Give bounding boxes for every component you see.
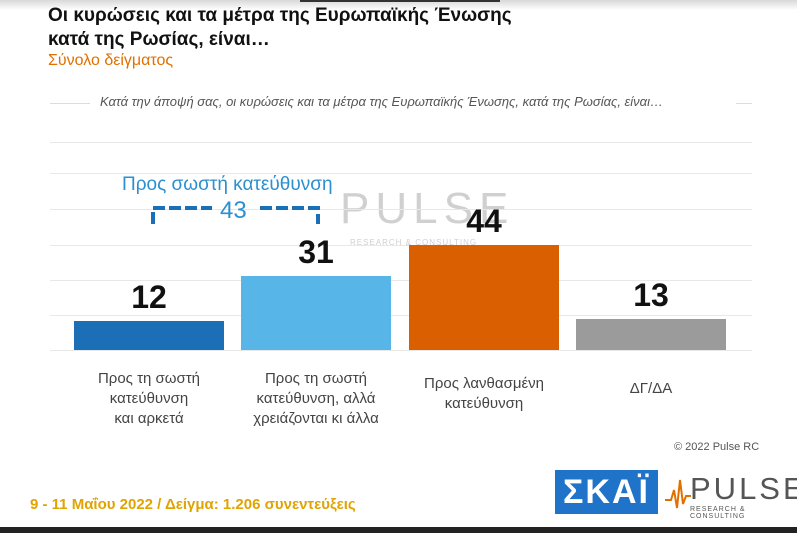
bottom-bar	[0, 527, 797, 533]
category-label: ΔΓ/ΔΑ	[566, 379, 736, 399]
pulse-logo-sub: RESEARCH & CONSULTING	[690, 506, 746, 520]
category-label-line: ΔΓ/ΔΑ	[629, 380, 673, 397]
bracket-label: Προς σωστή κατεύθυνση	[122, 174, 333, 195]
gridline	[50, 142, 752, 143]
bar	[576, 318, 726, 350]
skai-logo: ΣΚΑΪ	[555, 470, 658, 514]
chart-title: Οι κυρώσεις και τα μέτρα της Ευρωπαϊκής …	[48, 4, 528, 52]
gridline	[50, 245, 752, 246]
gridline	[50, 315, 752, 316]
bar-value-label: 12	[131, 279, 167, 316]
bar	[74, 321, 224, 350]
bar-value-label: 31	[298, 234, 334, 271]
category-label-line: κατεύθυνση	[444, 395, 524, 412]
category-label-line: και αρκετά	[114, 410, 184, 427]
pulse-logo: PULSE	[690, 471, 797, 506]
bar	[241, 276, 391, 350]
category-label-line: κατεύθυνση	[109, 390, 189, 407]
bar	[409, 245, 559, 350]
category-label: Προς τη σωστή κατεύθυνση και αρκετά	[64, 369, 234, 429]
gridline	[50, 280, 752, 281]
pulse-logo-wave-icon	[665, 479, 691, 509]
pulse-watermark: PULSE	[340, 184, 515, 233]
top-shadow-bar	[0, 0, 797, 10]
survey-info: 9 - 11 Μαΐου 2022 / Δείγμα: 1.206 συνεντ…	[30, 496, 356, 513]
category-label-line: Προς τη σωστή	[97, 370, 201, 387]
question-line-right	[736, 103, 752, 104]
chart-subtitle: Σύνολο δείγματος	[48, 52, 174, 69]
category-label-line: Προς τη σωστή	[264, 370, 368, 387]
chart-title-text: Οι κυρώσεις και τα μέτρα της Ευρωπαϊκής …	[48, 5, 512, 50]
category-label-line: χρειάζονται κι άλλα	[253, 410, 379, 427]
question-text: Κατά την άποψή σας, οι κυρώσεις και τα μ…	[100, 94, 663, 109]
bar-value-label: 13	[633, 276, 669, 313]
copyright: © 2022 Pulse RC	[674, 441, 760, 453]
category-label: Προς λανθασμένη κατεύθυνση	[399, 374, 569, 414]
gridline	[50, 350, 752, 351]
top-divider	[300, 0, 500, 2]
bar-value-label: 44	[466, 203, 502, 239]
bracket-value: 43	[220, 197, 247, 224]
question-line-left	[50, 103, 90, 104]
bracket-shape	[151, 206, 320, 224]
gridline	[50, 209, 752, 210]
gridline	[50, 173, 752, 174]
pulse-watermark-sub: RESEARCH & CONSULTING	[350, 238, 478, 247]
category-label: Προς τη σωστή κατεύθυνση, αλλά χρειάζονται…	[231, 369, 401, 429]
category-label-line: κατεύθυνση, αλλά	[256, 390, 376, 407]
category-label-line: Προς λανθασμένη	[424, 375, 544, 392]
